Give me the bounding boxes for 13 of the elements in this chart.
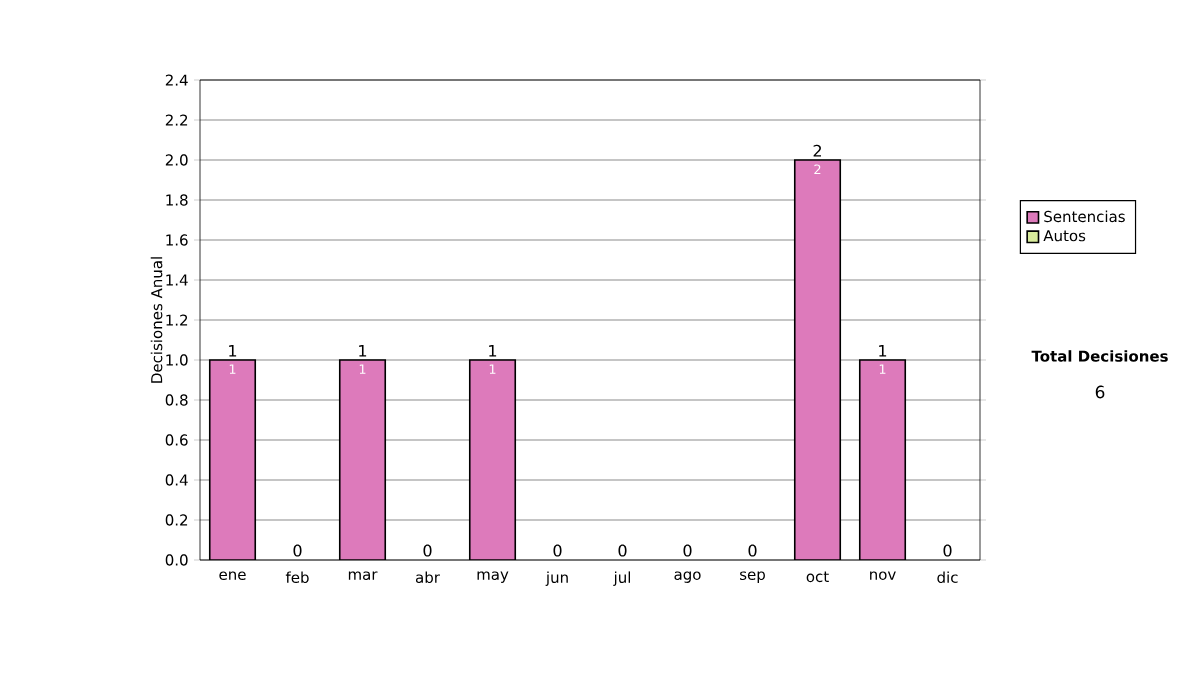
total-label: 0 <box>293 544 302 557</box>
total-label: 1 <box>879 344 887 357</box>
total-label: 0 <box>618 544 627 557</box>
total-label: 1 <box>229 344 237 357</box>
total-label: 0 <box>748 544 757 557</box>
text: 6 <box>1095 385 1105 399</box>
total-label: 0 <box>553 544 562 557</box>
total-label: 0 <box>423 544 432 557</box>
total-label: 2 <box>813 144 822 157</box>
total-label: 0 <box>683 544 692 557</box>
total-label: 1 <box>489 344 497 357</box>
total-label: 1 <box>359 344 367 357</box>
total-label: 0 <box>943 544 952 557</box>
